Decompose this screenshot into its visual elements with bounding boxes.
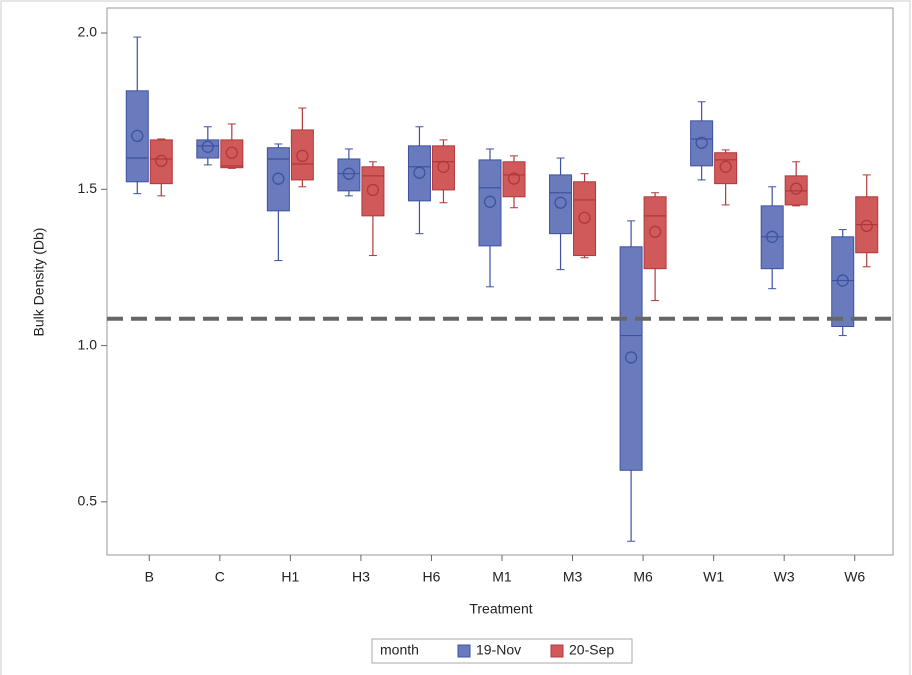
- mean: [578, 211, 591, 224]
- legend-title: month: [380, 642, 419, 658]
- box: [407, 145, 431, 202]
- box: [573, 181, 597, 257]
- box: [619, 246, 643, 471]
- box: [643, 196, 667, 270]
- box: [502, 161, 526, 198]
- legend-label: 19-Nov: [476, 642, 521, 658]
- mean: [648, 225, 662, 238]
- mean: [201, 140, 214, 153]
- y-tick-label: 1.0: [78, 336, 98, 352]
- mean: [413, 166, 426, 179]
- y-tick-label: 2.0: [78, 24, 98, 40]
- x-tick-label: M6: [633, 569, 653, 585]
- mean: [366, 183, 380, 197]
- mean: [272, 172, 285, 185]
- x-tick-label: W1: [703, 569, 724, 585]
- legend-label: 20-Sep: [569, 642, 614, 658]
- mean: [836, 274, 849, 287]
- box: [714, 152, 738, 185]
- mean: [507, 172, 521, 185]
- x-tick-label: M3: [563, 569, 583, 585]
- x-tick-label: H1: [281, 569, 299, 585]
- mean: [624, 351, 638, 364]
- box: [220, 139, 244, 169]
- mean: [437, 160, 450, 173]
- mean: [766, 230, 779, 243]
- mean: [554, 196, 567, 209]
- mean: [695, 136, 708, 149]
- x-axis-label: Treatment: [469, 601, 532, 617]
- box: [149, 139, 173, 185]
- legend-swatch: [457, 644, 471, 658]
- x-tick-label: W6: [844, 569, 865, 585]
- mean: [131, 129, 144, 142]
- box: [266, 147, 290, 212]
- box: [196, 139, 220, 159]
- mean: [483, 195, 497, 208]
- y-axis-label: Bulk Density (Db): [31, 228, 47, 337]
- x-tick-label: H6: [423, 569, 441, 585]
- x-tick-label: M1: [492, 569, 512, 585]
- box: [690, 120, 714, 167]
- x-tick-label: W3: [774, 569, 795, 585]
- mean: [342, 167, 356, 180]
- box: [431, 145, 455, 191]
- box: [337, 158, 361, 192]
- x-tick-label: H3: [352, 569, 370, 585]
- mean: [296, 149, 309, 162]
- box: [549, 174, 573, 235]
- mean: [860, 219, 873, 233]
- mean: [790, 182, 803, 195]
- x-tick-label: B: [145, 569, 154, 585]
- legend: [371, 638, 633, 664]
- box: [125, 90, 149, 183]
- y-tick-label: 0.5: [78, 493, 98, 509]
- box: [290, 129, 314, 181]
- x-tick-label: C: [215, 569, 225, 585]
- legend-swatch: [550, 644, 564, 658]
- mean: [155, 154, 168, 167]
- box: [361, 166, 385, 217]
- y-tick-label: 1.5: [78, 180, 98, 196]
- mean: [719, 160, 732, 173]
- mean: [225, 146, 238, 159]
- box: [478, 159, 502, 247]
- box: [831, 236, 855, 328]
- plot-area: [106, 7, 894, 556]
